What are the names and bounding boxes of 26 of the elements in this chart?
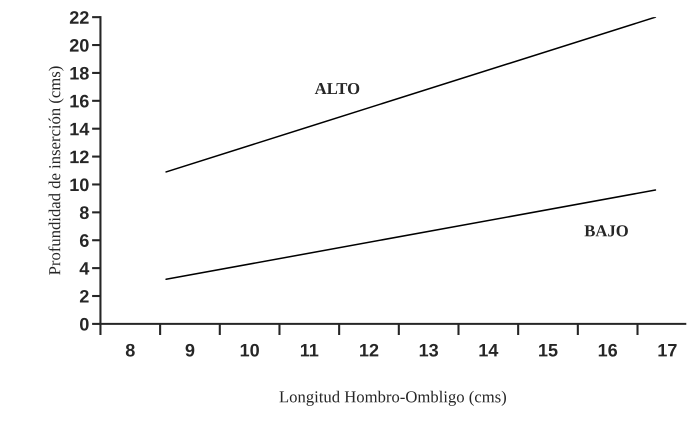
x-tick-label: 12 (360, 344, 378, 356)
y-tick-label: 18 (70, 66, 89, 80)
y-tick-label: 12 (70, 150, 89, 164)
series-label: BAJO (584, 225, 628, 236)
series-label: ALTO (314, 82, 360, 94)
x-tick-label: 16 (598, 344, 618, 357)
y-tick-label: 2 (80, 290, 89, 303)
y-tick-label: 6 (80, 234, 89, 247)
y-tick-label: 10 (70, 178, 89, 192)
y-tick-label: 0 (80, 318, 89, 331)
x-tick-label: 15 (539, 344, 558, 357)
y-tick-label: 22 (70, 11, 89, 24)
y-axis-title: Profundidad de inserción (cms) (48, 66, 64, 275)
x-tick-label: 13 (420, 344, 438, 357)
x-axis-title: Longitud Hombro-Ombligo (cms) (279, 390, 506, 406)
y-tick-label: 16 (70, 94, 89, 108)
y-tick-label: 14 (70, 122, 90, 136)
x-tick-label: 11 (300, 344, 318, 356)
x-tick-label: 10 (240, 344, 259, 357)
x-tick-label: 9 (186, 344, 194, 357)
y-tick-label: 20 (70, 38, 89, 52)
x-tick-label: 14 (479, 344, 498, 356)
y-tick-label: 4 (80, 262, 90, 275)
x-tick-label: 17 (658, 344, 677, 356)
x-tick-label: 8 (126, 344, 135, 357)
y-tick-label: 8 (80, 206, 89, 220)
